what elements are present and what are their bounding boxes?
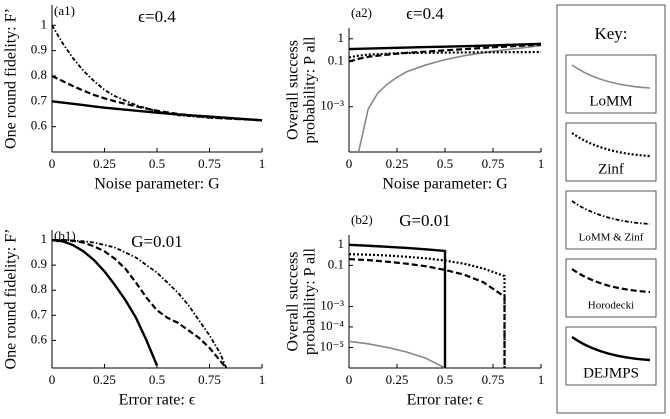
- series-line: [52, 238, 228, 369]
- series-line: [348, 258, 506, 368]
- x-tick-label: 0: [346, 372, 353, 387]
- y-axis-label: One round fidelity: F’: [3, 8, 20, 149]
- series-line: [51, 100, 263, 122]
- key-title: Key:: [594, 24, 627, 43]
- x-tick-label: 0.25: [93, 156, 116, 171]
- key-sample: [571, 200, 651, 225]
- x-tick-label: 0: [49, 372, 56, 387]
- y-axis-label: probability: P all: [302, 36, 319, 144]
- key-entry-box: [565, 54, 657, 114]
- key-sample: [571, 64, 651, 89]
- panel-label: (a1): [54, 3, 75, 18]
- y-tick-label: 10⁻⁴: [320, 318, 345, 333]
- panel-label: (b2): [351, 212, 373, 227]
- x-tick-label: 1: [259, 156, 266, 171]
- series-line: [52, 239, 228, 369]
- y-tick-label: 1: [338, 236, 345, 251]
- y-tick-label: 0.1: [328, 52, 344, 67]
- y-tick-label: 0.9: [31, 256, 47, 271]
- key-entry-box: [565, 326, 657, 386]
- x-axis-label: Error rate: ϵ: [119, 392, 196, 409]
- x-tick-label: 0.25: [93, 372, 116, 387]
- y-tick-label: 0.8: [31, 281, 47, 296]
- x-tick-label: 0.25: [386, 372, 409, 387]
- key-entry-box: [565, 190, 657, 250]
- x-tick-label: 0.75: [198, 156, 221, 171]
- series-line: [348, 340, 446, 369]
- x-tick-label: 0.25: [386, 156, 409, 171]
- y-tick-label: 1: [338, 30, 345, 45]
- y-tick-label: 0.8: [31, 67, 47, 82]
- key-frame: [556, 4, 666, 414]
- y-tick-label: 1: [41, 231, 48, 246]
- y-tick-label: 0.7: [31, 92, 48, 107]
- key-label: LoMM: [589, 93, 632, 109]
- y-axis-label: One round fidelity: F’: [3, 229, 20, 370]
- x-tick-label: 0.5: [437, 372, 453, 387]
- chart-title: ϵ=0.4: [406, 4, 444, 23]
- y-axis-label: probability: P all: [302, 247, 319, 355]
- chart-title: G=0.01: [131, 232, 183, 251]
- y-tick-label: 10⁻³: [320, 297, 344, 312]
- x-tick-label: 1: [538, 156, 545, 171]
- y-tick-label: 10⁻³: [320, 98, 344, 113]
- x-tick-label: 1: [259, 372, 266, 387]
- x-tick-label: 0.5: [437, 156, 453, 171]
- x-tick-label: 1: [538, 372, 545, 387]
- chart-title: G=0.01: [399, 211, 451, 230]
- x-tick-label: 0.5: [149, 372, 165, 387]
- x-axis-label: Noise parameter: G: [94, 176, 220, 193]
- y-tick-label: 10⁻⁵: [320, 338, 344, 353]
- key-sample: [571, 268, 651, 294]
- key-label: Zinf: [598, 161, 624, 177]
- y-tick-label: 0.6: [31, 118, 48, 133]
- key-sample: [571, 132, 651, 158]
- y-tick-label: 0.1: [328, 256, 344, 271]
- key-entry-box: [565, 122, 657, 182]
- y-tick-label: 0.7: [31, 306, 48, 321]
- x-tick-label: 0: [346, 156, 353, 171]
- panel-label: (a2): [351, 5, 372, 20]
- series-line: [357, 44, 542, 153]
- x-tick-label: 0.75: [482, 156, 505, 171]
- key-label: Horodecki: [588, 300, 634, 312]
- x-axis-label: Noise parameter: G: [382, 176, 508, 193]
- y-tick-label: 1: [41, 16, 48, 31]
- key-entry-box: [565, 258, 657, 318]
- y-tick-label: 0.6: [31, 331, 48, 346]
- key-label: DEJMPS: [583, 365, 639, 381]
- series-line: [348, 253, 506, 368]
- series-line: [51, 238, 159, 366]
- x-tick-label: 0.5: [149, 156, 165, 171]
- key-sample: [571, 336, 651, 362]
- y-axis-label: Overall success: [285, 40, 302, 140]
- series-line: [348, 243, 447, 368]
- series-line: [348, 43, 542, 63]
- y-tick-label: 0.9: [31, 42, 47, 57]
- series-line: [348, 42, 542, 51]
- key-label: LoMM & Zinf: [579, 232, 644, 244]
- x-tick-label: 0: [49, 156, 56, 171]
- x-tick-label: 0.75: [482, 372, 505, 387]
- series-line: [348, 50, 542, 59]
- x-tick-label: 0.75: [198, 372, 221, 387]
- y-axis-label: Overall success: [285, 252, 302, 352]
- x-axis-label: Error rate: ϵ: [407, 392, 484, 409]
- chart-title: ϵ=0.4: [138, 7, 176, 26]
